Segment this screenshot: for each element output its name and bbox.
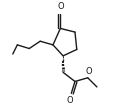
Text: O: O [85,67,92,76]
Text: O: O [66,96,73,105]
Text: O: O [57,2,64,11]
